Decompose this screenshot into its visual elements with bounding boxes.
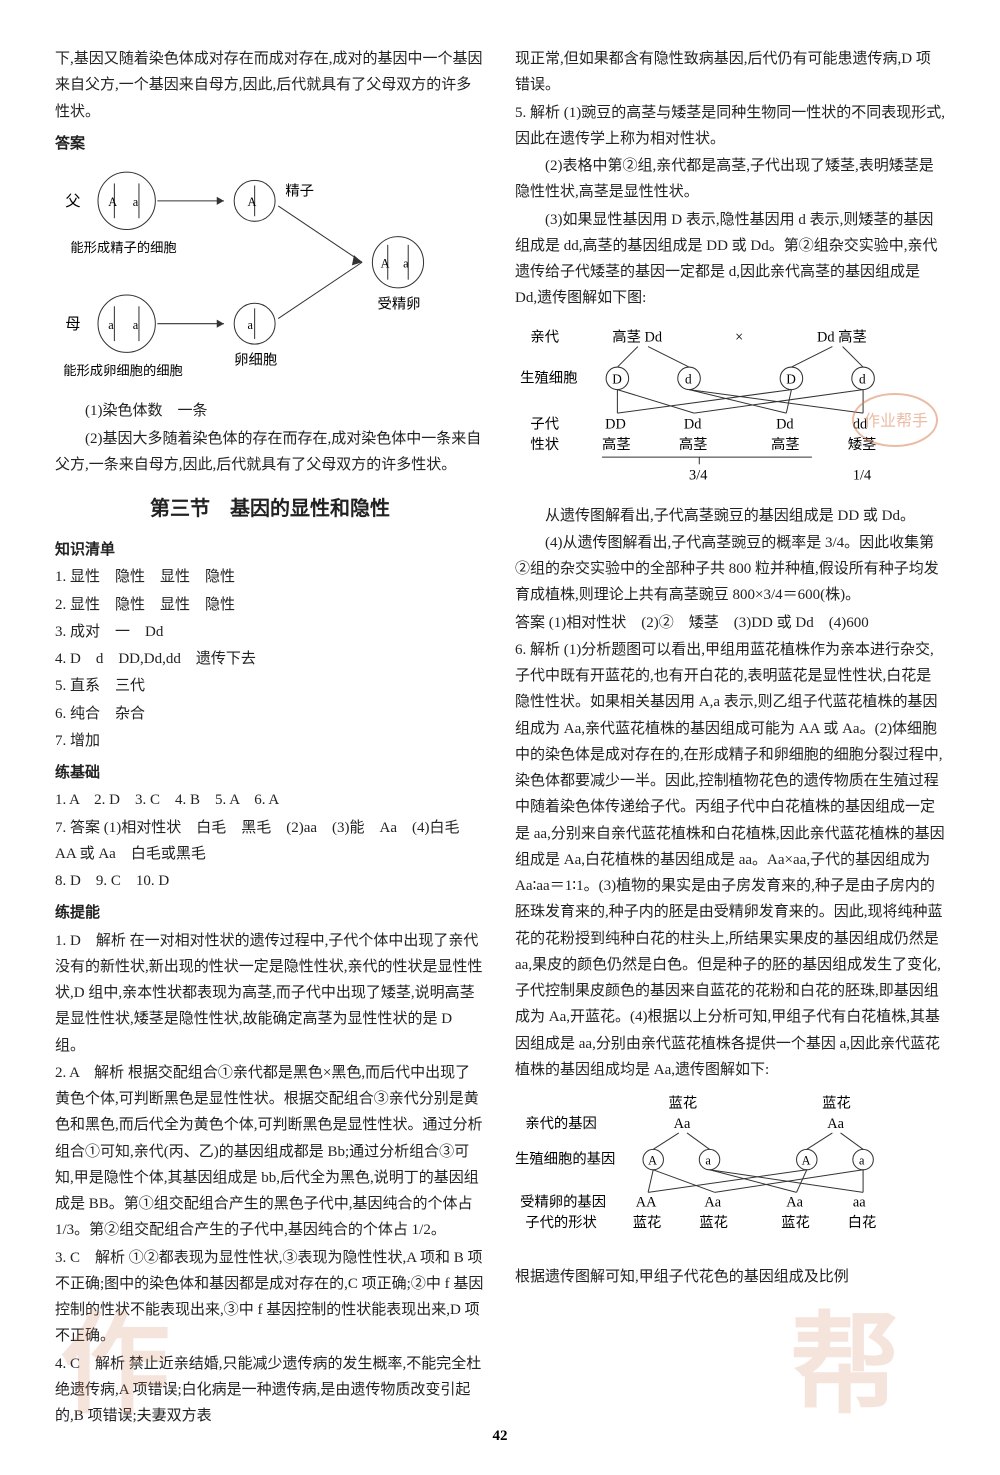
svg-text:DD: DD — [605, 416, 626, 432]
k5: 5. 直系 三代 — [55, 673, 485, 699]
svg-text:生殖细胞: 生殖细胞 — [520, 369, 577, 386]
svg-text:Aa: Aa — [827, 1116, 844, 1132]
svg-text:生殖细胞的基因: 生殖细胞的基因 — [515, 1151, 615, 1168]
svg-text:蓝花: 蓝花 — [822, 1094, 851, 1111]
svg-text:亲代的基因: 亲代的基因 — [525, 1115, 597, 1132]
p1: (1)染色体数 一条 — [55, 398, 485, 424]
knowledge-label: 知识清单 — [55, 537, 485, 563]
svg-text:高茎: 高茎 — [679, 435, 708, 452]
a5-4b: (4)从遗传图解看出,子代高茎豌豆的概率是 3/4。因此收集第②组的杂交实验中的… — [515, 530, 945, 609]
a6: 6. 解析 (1)分析题图可以看出,甲组用蓝花植株作为亲本进行杂交,子代中既有开… — [515, 637, 945, 1083]
mother-label: 母 — [65, 316, 80, 333]
a5-2: (2)表格中第②组,亲代都是高茎,子代出现了矮茎,表明矮茎是隐性性状,高茎是显性… — [515, 153, 945, 206]
inheritance-diagram: 父 A a 能形成精子的细胞 A 精子 母 a a 能形成卵细胞的细胞 — [55, 165, 485, 380]
stamp-icon: 作业帮手 — [850, 390, 940, 450]
svg-text:性状: 性状 — [530, 435, 559, 452]
svg-text:Aa: Aa — [704, 1195, 721, 1211]
svg-text:受精卵的基因: 受精卵的基因 — [520, 1194, 606, 1211]
svg-text:亲代: 亲代 — [530, 328, 559, 345]
svg-text:D: D — [612, 371, 622, 386]
svg-text:A: A — [802, 1154, 811, 1168]
svg-text:Dd: Dd — [776, 416, 794, 432]
svg-text:A: A — [381, 256, 390, 270]
a6-end: 根据遗传图解可知,甲组子代花色的基因组成及比例 — [515, 1264, 945, 1290]
a5-1: 5. 解析 (1)豌豆的高茎与矮茎是同种生物同一性状的不同表现形式,因此在遗传学… — [515, 100, 945, 153]
svg-text:AA: AA — [636, 1195, 657, 1211]
k1: 1. 显性 隐性 显性 隐性 — [55, 564, 485, 590]
left-column: 下,基因又随着染色体成对存在而成对存在,成对的基因中一个基因来自父方,一个基因来… — [55, 45, 485, 1385]
svg-text:蓝花: 蓝花 — [633, 1214, 662, 1231]
page-number: 42 — [0, 1428, 1000, 1445]
r-intro: 现正常,但如果都含有隐性致病基因,后代仍有可能患遗传病,D 项错误。 — [515, 46, 945, 99]
svg-text:高茎: 高茎 — [602, 435, 631, 452]
svg-text:高茎 Dd: 高茎 Dd — [612, 328, 662, 345]
a3: 3. C 解析 ①②都表现为显性性状,③表现为隐性性状,A 项和 B 项不正确;… — [55, 1245, 485, 1350]
svg-text:d: d — [859, 371, 866, 386]
svg-text:蓝花: 蓝花 — [669, 1094, 698, 1111]
b8: 8. D 9. C 10. D — [55, 868, 485, 894]
svg-text:子代的形状: 子代的形状 — [525, 1214, 597, 1231]
k6: 6. 纯合 杂合 — [55, 701, 485, 727]
k7: 7. 增加 — [55, 728, 485, 754]
svg-text:A: A — [648, 1154, 657, 1168]
k3: 3. 成对 一 Dd — [55, 619, 485, 645]
section-title: 第三节 基因的显性和隐性 — [55, 492, 485, 527]
svg-text:Aa: Aa — [674, 1116, 691, 1132]
answer-label: 答案 — [55, 131, 485, 157]
a2: 2. A 解析 根据交配组合①亲代都是黑色×黑色,而后代中出现了黄色个体,可判断… — [55, 1060, 485, 1244]
a5-4a: 从遗传图解看出,子代高茎豌豆的基因组成是 DD 或 Dd。 — [515, 503, 945, 529]
svg-text:蓝花: 蓝花 — [781, 1214, 810, 1231]
svg-text:蓝花: 蓝花 — [699, 1214, 728, 1231]
basic-label: 练基础 — [55, 760, 485, 786]
a5-3: (3)如果显性基因用 D 表示,隐性基因用 d 表示,则矮茎的基因组成是 dd,… — [515, 207, 945, 312]
a4: 4. C 解析 禁止近亲结婚,只能减少遗传病的发生概率,不能完全杜绝遗传病,A … — [55, 1351, 485, 1430]
father-cell-label: 能形成精子的细胞 — [70, 240, 176, 255]
svg-text:a: a — [247, 318, 253, 332]
cross-diagram-2: 蓝花 蓝花 亲代的基因 Aa Aa 生殖细胞的基因 A a A a 受精卵的基因… — [515, 1092, 945, 1246]
b1: 1. A 2. D 3. C 4. B 5. A 6. A — [55, 787, 485, 813]
svg-text:a: a — [859, 1154, 865, 1168]
svg-text:A: A — [247, 195, 256, 209]
father-label: 父 — [65, 193, 80, 210]
svg-text:作业帮手: 作业帮手 — [864, 412, 928, 430]
egg-label: 卵细胞 — [234, 352, 277, 369]
svg-text:a: a — [133, 195, 139, 209]
k4: 4. D d DD,Dd,dd 遗传下去 — [55, 646, 485, 672]
svg-text:Dd 高茎: Dd 高茎 — [817, 328, 867, 345]
a1: 1. D 解析 在一对相对性状的遗传过程中,子代个体中出现了亲代没有的新性状,新… — [55, 928, 485, 1059]
right-column: 现正常,但如果都含有隐性致病基因,后代仍有可能患遗传病,D 项错误。 5. 解析… — [515, 45, 945, 1385]
k2: 2. 显性 隐性 显性 隐性 — [55, 592, 485, 618]
p2: (2)基因大多随着染色体的存在而存在,成对染色体中一条来自父方,一条来自母方,因… — [55, 426, 485, 479]
two-column-layout: 下,基因又随着染色体成对存在而成对存在,成对的基因中一个基因来自父方,一个基因来… — [55, 45, 945, 1385]
svg-text:d: d — [685, 371, 692, 386]
svg-text:3/4: 3/4 — [689, 467, 707, 483]
fertilized-label: 受精卵 — [378, 295, 421, 312]
svg-text:a: a — [403, 256, 409, 270]
svg-text:a: a — [705, 1154, 711, 1168]
svg-text:a: a — [108, 318, 114, 332]
sperm-label: 精子 — [285, 183, 314, 200]
svg-text:a: a — [133, 318, 139, 332]
svg-text:Aa: Aa — [786, 1195, 803, 1211]
svg-text:×: × — [735, 329, 743, 345]
svg-text:aa: aa — [853, 1195, 866, 1211]
svg-text:Dd: Dd — [684, 416, 702, 432]
intro-text: 下,基因又随着染色体成对存在而成对存在,成对的基因中一个基因来自父方,一个基因来… — [55, 46, 485, 125]
svg-text:子代: 子代 — [530, 415, 559, 432]
b7: 7. 答案 (1)相对性状 白毛 黑毛 (2)aa (3)能 Aa (4)白毛 … — [55, 815, 485, 868]
a5-ans: 答案 (1)相对性状 (2)② 矮茎 (3)DD 或 Dd (4)600 — [515, 610, 945, 636]
svg-text:D: D — [786, 371, 796, 386]
svg-text:白花: 白花 — [848, 1214, 877, 1231]
mother-cell-label: 能形成卵细胞的细胞 — [63, 363, 183, 378]
svg-text:A: A — [108, 195, 117, 209]
svg-text:1/4: 1/4 — [853, 467, 871, 483]
adv-label: 练提能 — [55, 900, 485, 926]
svg-text:高茎: 高茎 — [771, 435, 800, 452]
